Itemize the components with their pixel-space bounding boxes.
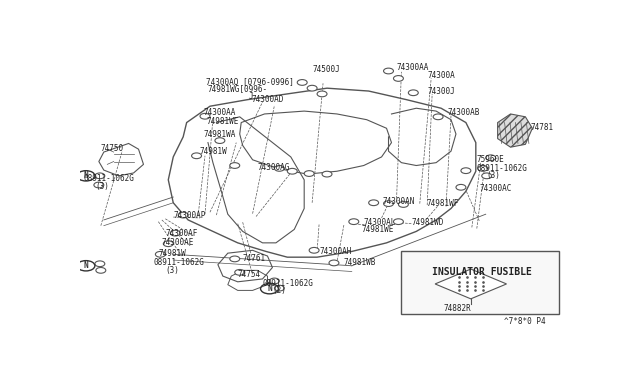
Text: 74300J: 74300J	[428, 87, 455, 96]
Polygon shape	[498, 114, 532, 147]
Circle shape	[461, 168, 471, 173]
Circle shape	[95, 261, 105, 267]
Circle shape	[95, 173, 105, 179]
Circle shape	[399, 202, 408, 207]
Circle shape	[200, 113, 210, 119]
Text: 74300AD: 74300AD	[251, 94, 284, 103]
Circle shape	[309, 247, 319, 253]
Text: ^7*8*0 P4: ^7*8*0 P4	[504, 317, 546, 326]
Text: 74981W: 74981W	[158, 248, 186, 258]
Text: 08911-1062G: 08911-1062G	[84, 174, 135, 183]
Text: 74981WA: 74981WA	[204, 129, 236, 138]
Text: 08911-1062G: 08911-1062G	[262, 279, 314, 288]
Circle shape	[486, 155, 495, 161]
Circle shape	[94, 182, 104, 188]
Circle shape	[456, 185, 466, 190]
Circle shape	[349, 219, 359, 225]
Circle shape	[156, 251, 165, 257]
Text: 74300AH: 74300AH	[319, 247, 351, 256]
Text: N: N	[84, 261, 88, 270]
Circle shape	[383, 68, 394, 74]
Circle shape	[304, 171, 314, 176]
Text: (2): (2)	[273, 286, 286, 295]
Text: 75960E: 75960E	[477, 155, 504, 164]
Text: 74500J: 74500J	[312, 65, 340, 74]
Text: INSULATOR FUSIBLE: INSULATOR FUSIBLE	[432, 267, 532, 278]
Text: N: N	[267, 284, 272, 293]
Text: 74300A: 74300A	[428, 71, 455, 80]
Text: 74300AA: 74300AA	[396, 63, 429, 72]
Circle shape	[275, 166, 284, 171]
Text: 74981W: 74981W	[199, 147, 227, 156]
Circle shape	[191, 153, 202, 158]
Circle shape	[235, 269, 244, 275]
Text: 74981WG[0996-: 74981WG[0996-	[208, 84, 268, 93]
Circle shape	[322, 171, 332, 177]
Text: 74300AG: 74300AG	[257, 163, 290, 172]
Text: 74750: 74750	[101, 144, 124, 153]
Text: 74761: 74761	[243, 254, 266, 263]
Text: 74781: 74781	[531, 123, 554, 132]
Circle shape	[433, 114, 443, 120]
Circle shape	[482, 173, 492, 179]
Circle shape	[317, 91, 327, 97]
Text: 08911-1062G: 08911-1062G	[477, 164, 527, 173]
Circle shape	[394, 219, 403, 225]
Text: 74300AL: 74300AL	[364, 218, 396, 227]
Circle shape	[230, 256, 240, 262]
Circle shape	[383, 201, 394, 206]
Circle shape	[215, 138, 225, 144]
Circle shape	[478, 166, 488, 171]
Text: 74981WD: 74981WD	[412, 218, 444, 227]
Polygon shape	[435, 269, 506, 299]
Text: (3): (3)	[96, 182, 109, 191]
Text: 74300AF: 74300AF	[165, 229, 198, 238]
Text: 74300AB: 74300AB	[447, 108, 479, 117]
Text: N: N	[84, 171, 88, 180]
Text: 74300AC: 74300AC	[479, 184, 511, 193]
Circle shape	[275, 285, 284, 291]
Text: 74300AE: 74300AE	[162, 238, 194, 247]
Text: 74300AP: 74300AP	[173, 211, 205, 219]
Circle shape	[329, 260, 339, 266]
Text: (3): (3)	[486, 171, 500, 180]
Circle shape	[394, 76, 403, 81]
Circle shape	[163, 241, 173, 247]
Text: 74300AQ [0796-0996]: 74300AQ [0796-0996]	[207, 78, 294, 87]
Text: 74981WB: 74981WB	[344, 259, 376, 267]
Bar	[401, 251, 559, 314]
Circle shape	[96, 267, 106, 273]
Circle shape	[408, 90, 419, 96]
Text: 74754: 74754	[237, 270, 261, 279]
Circle shape	[269, 278, 280, 284]
Circle shape	[178, 212, 188, 218]
Text: J: J	[249, 92, 253, 101]
Circle shape	[307, 85, 317, 91]
Text: 74300AA: 74300AA	[204, 108, 236, 117]
Text: 74882R: 74882R	[443, 304, 471, 313]
Circle shape	[369, 200, 379, 206]
Text: 74981WE: 74981WE	[207, 117, 239, 126]
Text: (3): (3)	[165, 266, 179, 275]
Text: 74981WF: 74981WF	[426, 199, 459, 208]
Circle shape	[230, 163, 240, 169]
Text: 08911-1062G: 08911-1062G	[154, 259, 204, 267]
Text: 74981WE: 74981WE	[362, 225, 394, 234]
Circle shape	[170, 230, 180, 236]
Circle shape	[287, 169, 297, 174]
Text: 74300AN: 74300AN	[383, 197, 415, 206]
Circle shape	[297, 80, 307, 85]
